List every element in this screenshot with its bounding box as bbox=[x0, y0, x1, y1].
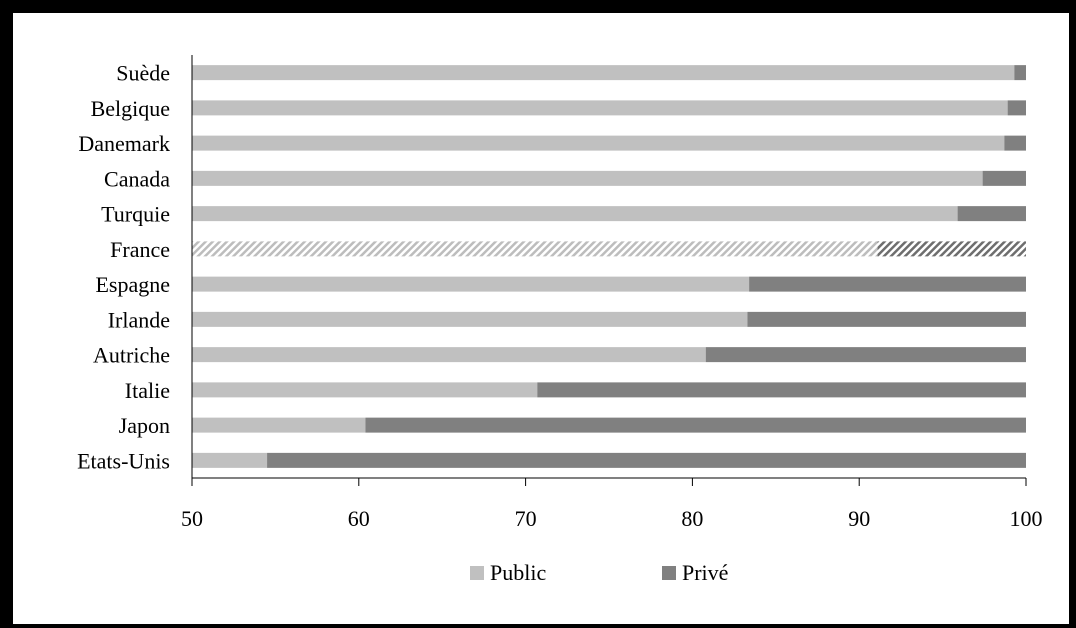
legend-label-prive: Privé bbox=[682, 560, 728, 585]
bar-public-etats-unis bbox=[192, 452, 268, 468]
bar-prive-etats-unis bbox=[267, 452, 1026, 468]
category-label-autriche: Autriche bbox=[93, 343, 170, 368]
category-label-canada: Canada bbox=[104, 166, 170, 191]
bar-public-turquie bbox=[192, 206, 958, 222]
bar-prive-espagne bbox=[749, 276, 1026, 292]
bar-prive-danemark bbox=[1004, 135, 1026, 151]
bar-public-italie bbox=[192, 382, 538, 398]
category-label-italie: Italie bbox=[125, 378, 170, 403]
category-labels: Suède Belgique Danemark Canada Turquie France… bbox=[77, 61, 170, 474]
bar-public-belgique bbox=[192, 100, 1008, 116]
legend: Public Privé bbox=[470, 560, 728, 585]
bar-prive-japon bbox=[365, 417, 1026, 433]
bar-public-danemark bbox=[192, 135, 1005, 151]
x-tick-label-80: 80 bbox=[681, 506, 703, 531]
bars-group bbox=[192, 65, 1026, 468]
bar-prive-italie bbox=[537, 382, 1026, 398]
category-label-belgique: Belgique bbox=[91, 96, 170, 121]
bar-prive-suede bbox=[1014, 65, 1026, 81]
category-label-irlande: Irlande bbox=[108, 307, 170, 332]
bar-prive-autriche bbox=[705, 347, 1026, 363]
category-label-japon: Japon bbox=[119, 413, 170, 438]
bar-public-autriche bbox=[192, 347, 706, 363]
legend-swatch-public bbox=[470, 566, 484, 580]
bar-prive-france bbox=[877, 241, 1026, 257]
category-label-danemark: Danemark bbox=[78, 131, 170, 156]
x-tick-label-90: 90 bbox=[848, 506, 870, 531]
category-label-espagne: Espagne bbox=[95, 272, 170, 297]
bar-prive-irlande bbox=[747, 311, 1026, 327]
category-label-suede: Suède bbox=[116, 61, 170, 86]
bar-public-espagne bbox=[192, 276, 750, 292]
x-axis-ticks: 50 60 70 80 90 100 bbox=[181, 478, 1043, 531]
legend-swatch-prive bbox=[662, 566, 676, 580]
x-tick-label-50: 50 bbox=[181, 506, 203, 531]
axes-group bbox=[191, 55, 1026, 479]
bar-public-japon bbox=[192, 417, 366, 433]
category-label-turquie: Turquie bbox=[101, 202, 170, 227]
bar-public-irlande bbox=[192, 311, 748, 327]
legend-label-public: Public bbox=[490, 560, 546, 585]
x-tick-label-70: 70 bbox=[515, 506, 537, 531]
bar-prive-turquie bbox=[957, 206, 1026, 222]
bar-prive-belgique bbox=[1007, 100, 1026, 116]
category-label-etats-unis: Etats-Unis bbox=[77, 448, 170, 473]
x-tick-label-60: 60 bbox=[348, 506, 370, 531]
bar-prive-canada bbox=[982, 170, 1026, 186]
category-label-france: France bbox=[110, 237, 170, 262]
bar-public-france bbox=[192, 241, 878, 257]
x-tick-label-100: 100 bbox=[1010, 506, 1043, 531]
bar-public-suede bbox=[192, 65, 1015, 81]
bar-public-canada bbox=[192, 170, 983, 186]
